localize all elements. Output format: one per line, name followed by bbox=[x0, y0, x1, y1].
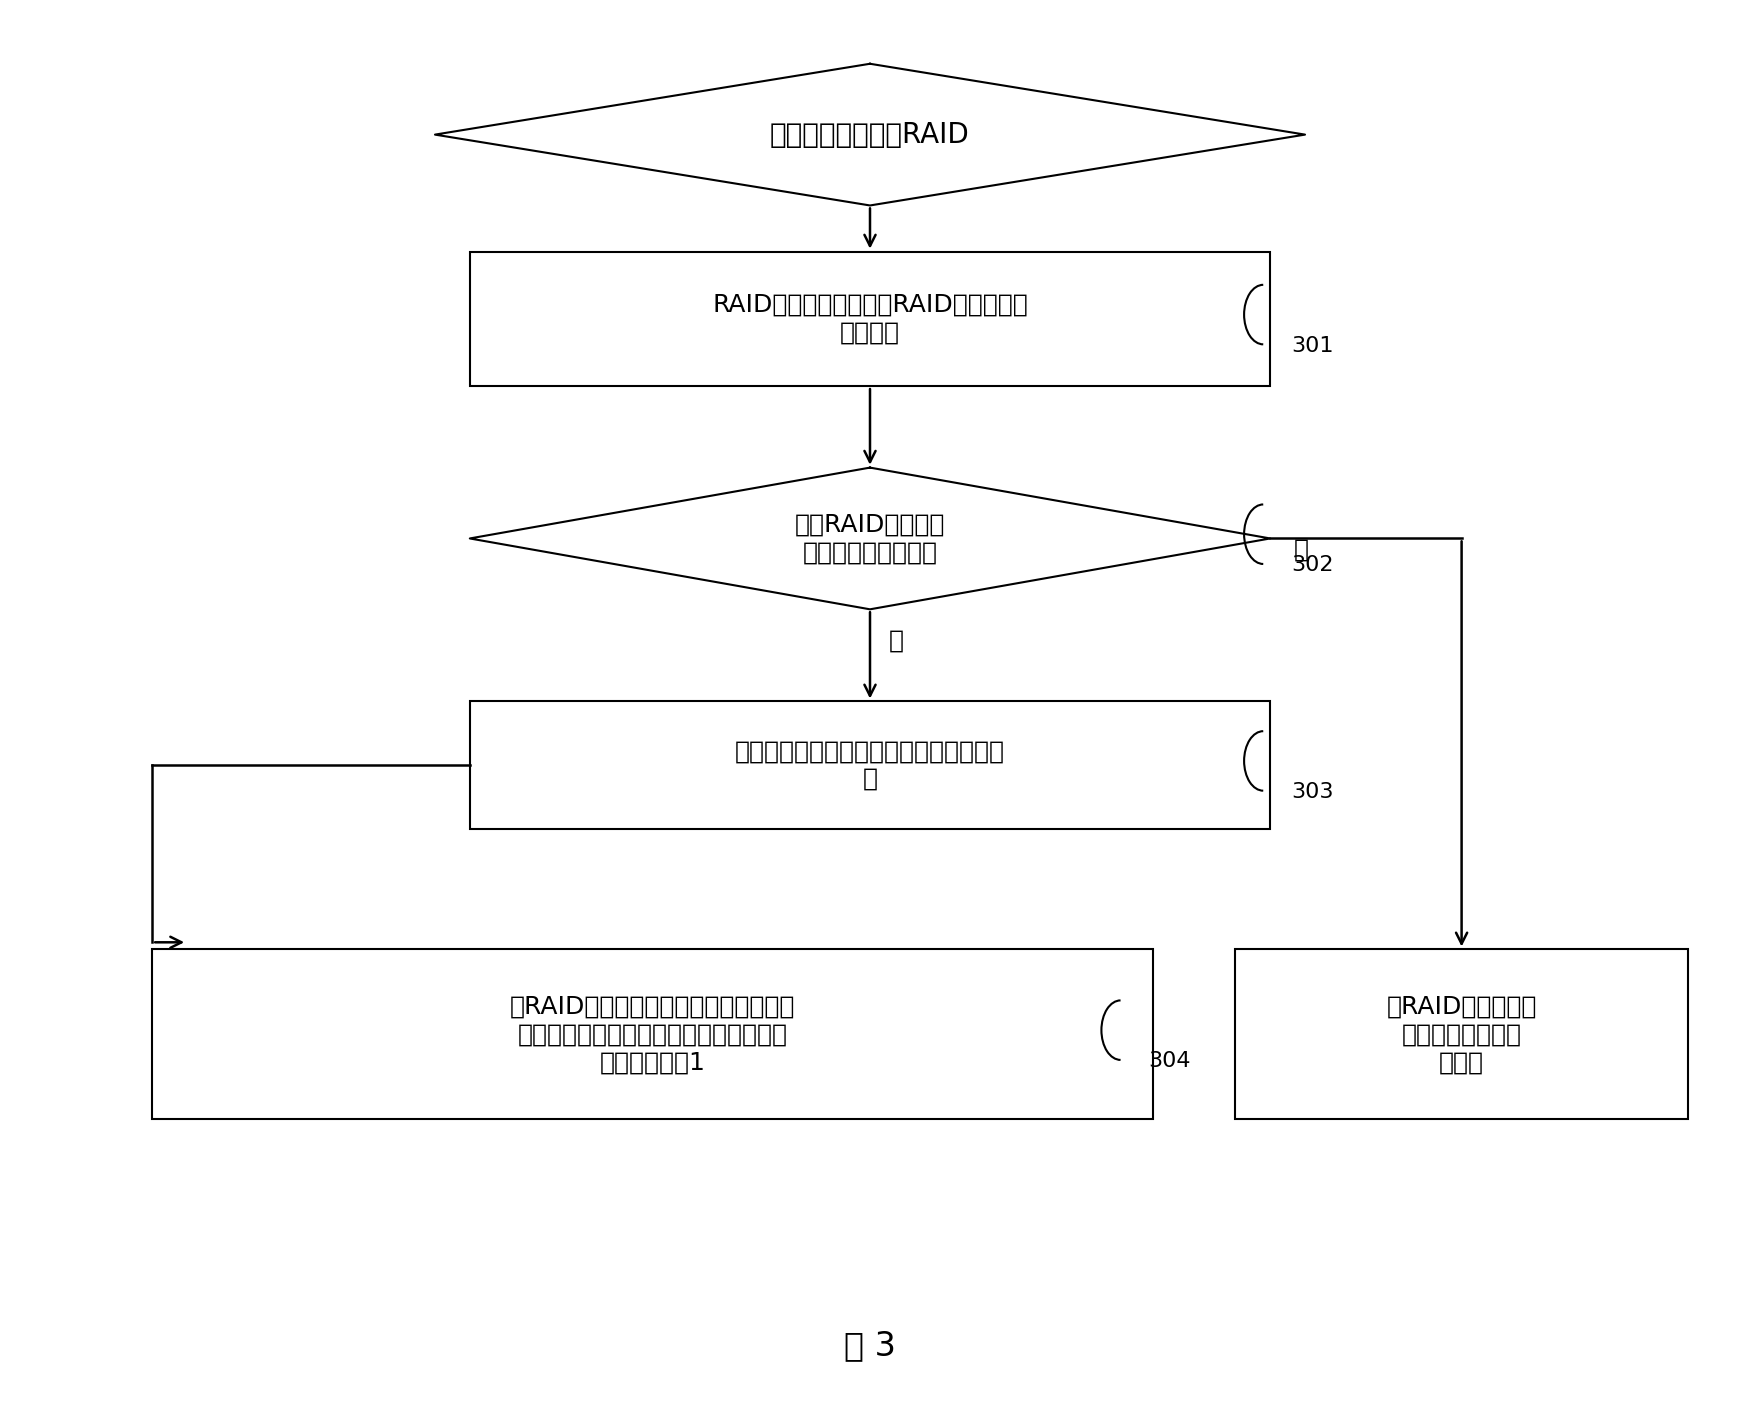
Text: 该RAID无法在不丢
失数据的情况下正
常工作: 该RAID无法在不丢 失数据的情况下正 常工作 bbox=[1386, 995, 1536, 1074]
Bar bbox=[470, 252, 1269, 387]
Text: 图 3: 图 3 bbox=[843, 1329, 896, 1363]
Text: 对处于锁定状态的数据变化记录表解除锁
定: 对处于锁定状态的数据变化记录表解除锁 定 bbox=[734, 740, 1005, 791]
Bar bbox=[470, 701, 1269, 829]
Text: 301: 301 bbox=[1290, 336, 1332, 356]
Bar bbox=[153, 949, 1151, 1119]
Polygon shape bbox=[435, 64, 1304, 205]
Text: 304: 304 bbox=[1148, 1051, 1189, 1071]
Text: 303: 303 bbox=[1290, 782, 1332, 802]
Text: 在RAID中的数据发生改变时，将数据变
化记录表中对应发生改变的数据所属条带
的表项设置为1: 在RAID中的数据发生改变时，将数据变 化记录表中对应发生改变的数据所属条带 的… bbox=[510, 995, 795, 1074]
Text: 302: 302 bbox=[1290, 555, 1332, 575]
Text: 是: 是 bbox=[889, 629, 903, 652]
Text: 有成员磁盘被踢出RAID: 有成员磁盘被踢出RAID bbox=[770, 120, 969, 149]
Text: 否: 否 bbox=[1294, 538, 1308, 561]
Text: RAID的控制器扫描到该RAID中有成员磁
盘被踢出: RAID的控制器扫描到该RAID中有成员磁 盘被踢出 bbox=[711, 293, 1028, 344]
Text: 判断RAID是否处于
临界状态或降级状态: 判断RAID是否处于 临界状态或降级状态 bbox=[795, 513, 944, 564]
Polygon shape bbox=[470, 468, 1269, 609]
Bar bbox=[1235, 949, 1687, 1119]
